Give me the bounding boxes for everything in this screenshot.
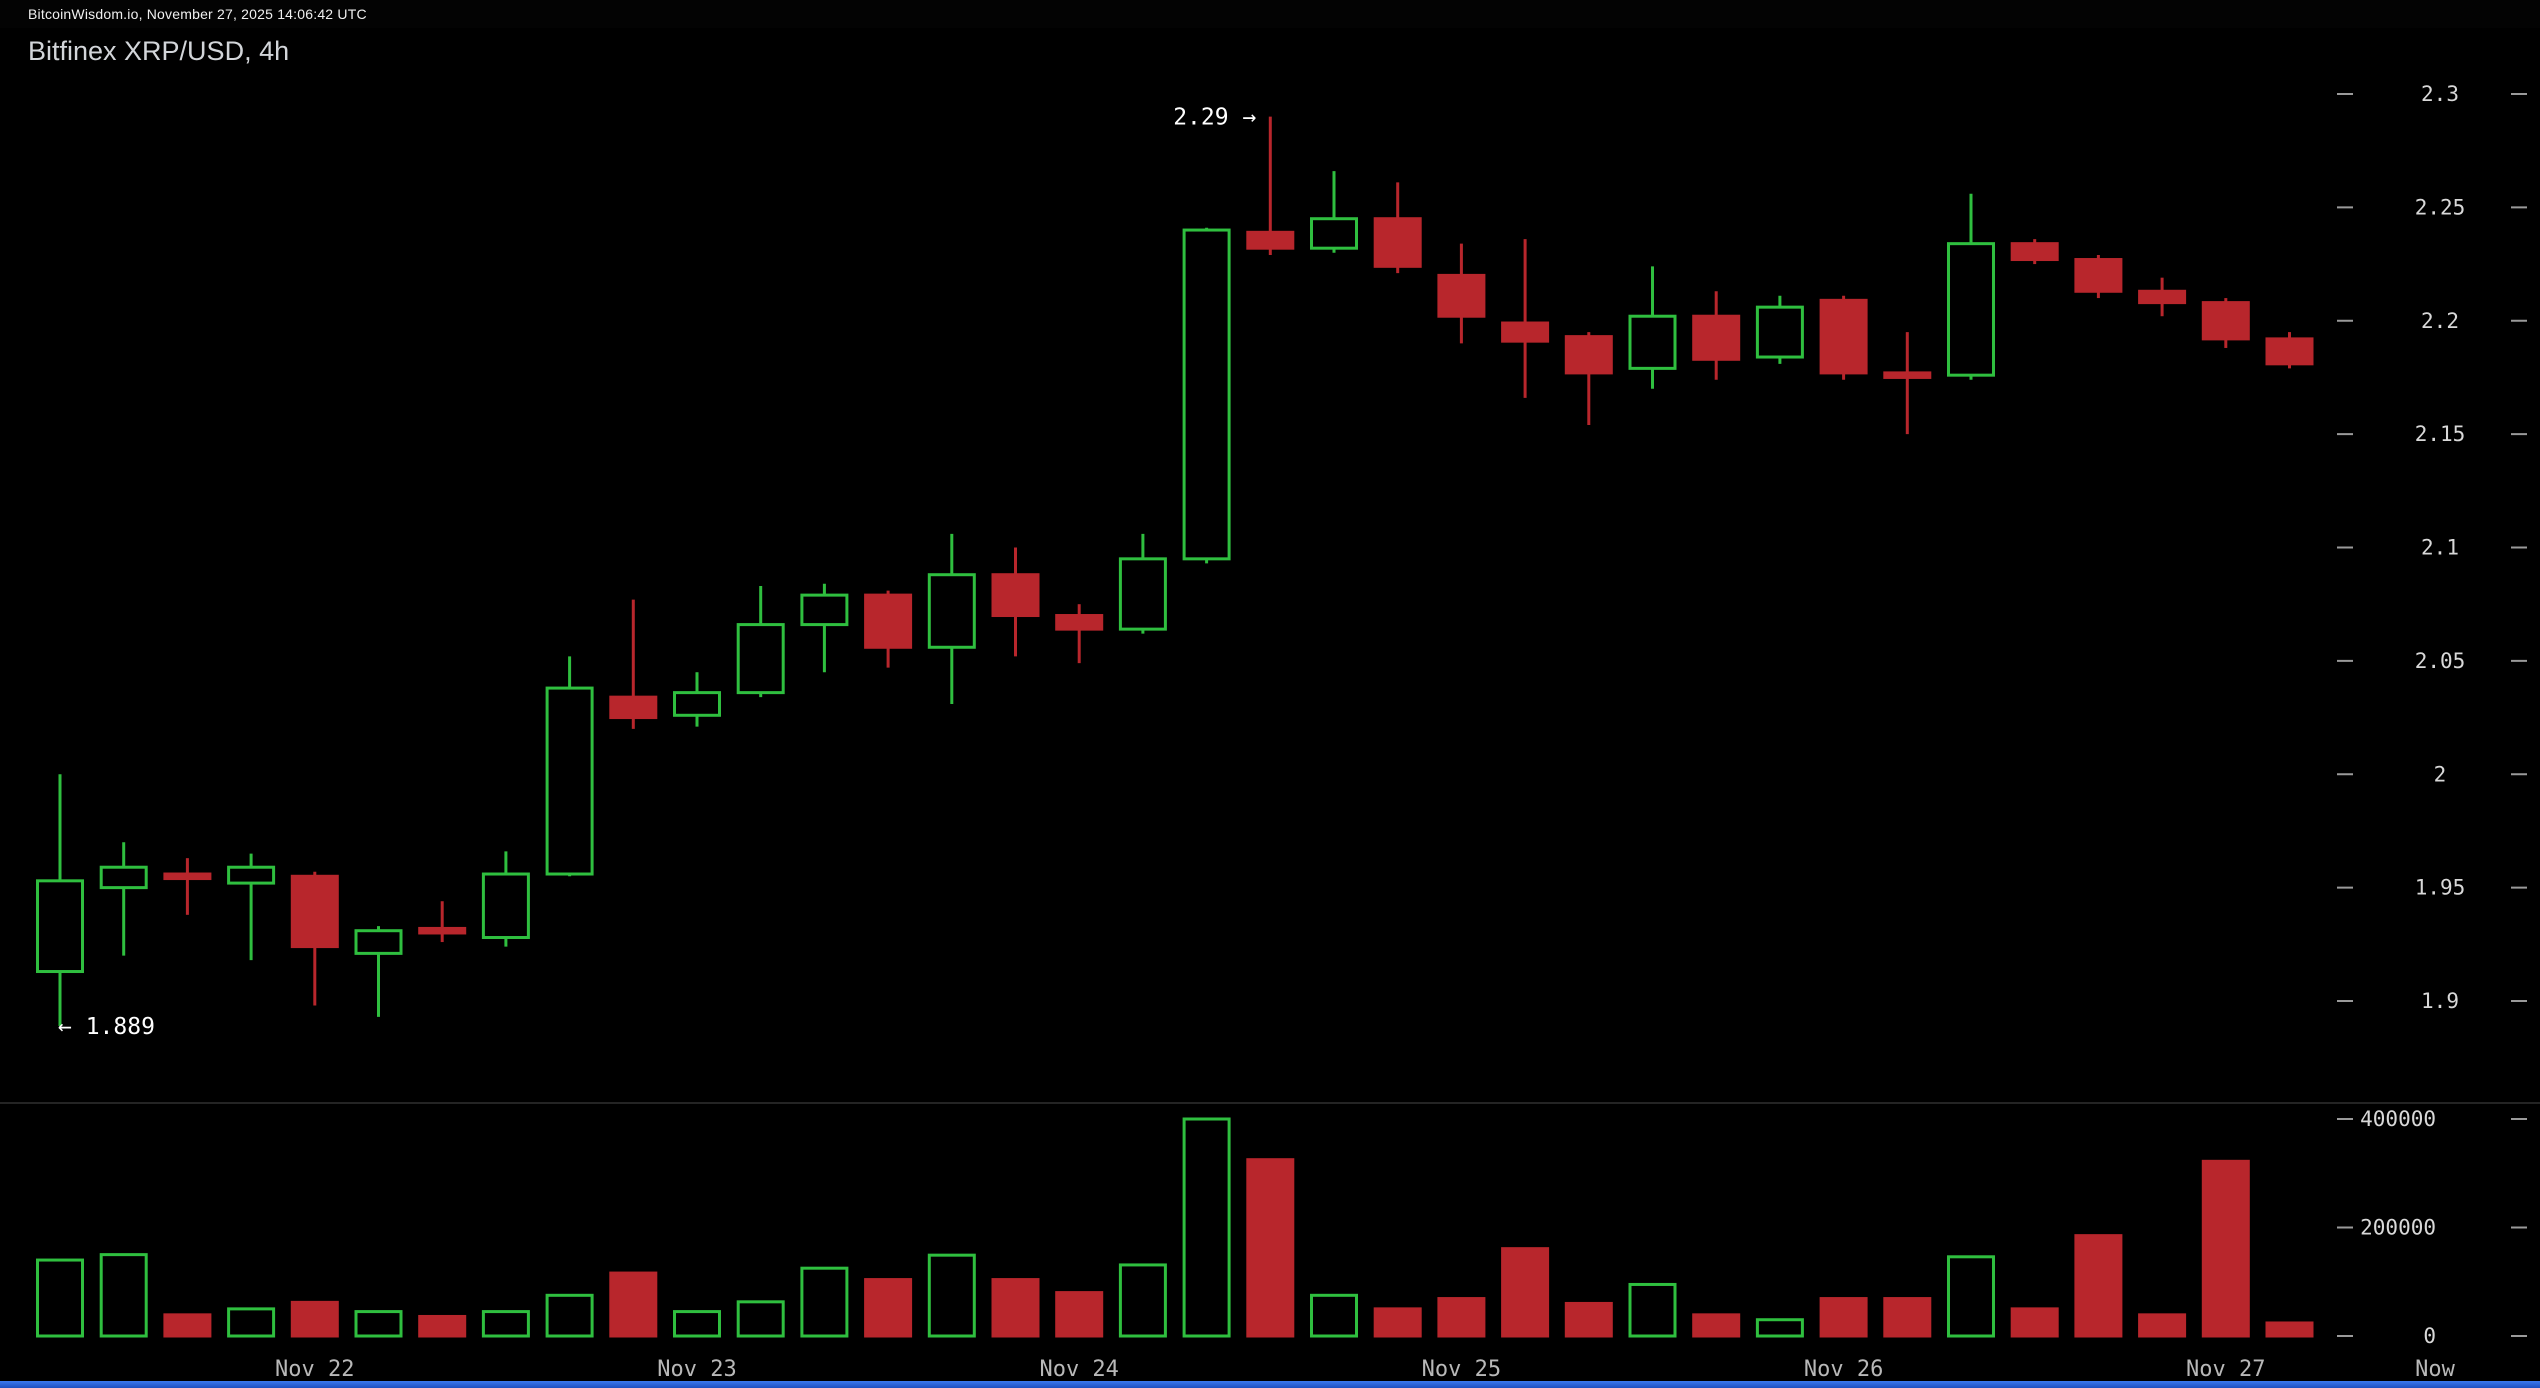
candle-body-bearish [1501,321,1550,343]
candle-body-bearish [1373,217,1422,268]
x-axis-day-label: Nov 24 [1039,1357,1118,1382]
volume-bar-bearish [2074,1234,2123,1338]
candle-body-bearish [1564,335,1613,375]
candle-body-bearish [2138,289,2187,305]
candle-body-bullish [1118,557,1167,631]
candle-body-bullish [481,872,530,940]
candle-body-bullish [227,865,276,885]
volume-bar-bearish [418,1314,467,1338]
volume-bar-bearish [864,1278,913,1338]
candle-body-bullish [36,879,84,974]
volume-bar-bearish [991,1278,1040,1338]
price-axis-label: 2 [2434,762,2447,786]
volume-bar-bearish [609,1271,658,1338]
volume-bar-bullish [1310,1293,1358,1338]
candle-body-bearish [163,872,212,881]
volume-bar-bullish [545,1293,594,1338]
volume-bar-bearish [1692,1313,1741,1338]
volume-bar-bearish [1819,1297,1868,1338]
volume-bar-bullish [1118,1263,1167,1338]
x-axis-day-label: Nov 27 [2186,1357,2265,1382]
volume-bar-bullish [1628,1282,1677,1338]
candle-body-bearish [1437,273,1486,318]
price-axis-label: 2.25 [2415,195,2466,219]
volume-bar-bullish [673,1310,721,1338]
volume-bar-bullish [1947,1255,1995,1338]
volume-bar-bearish [1246,1158,1295,1338]
volume-bar-bullish [927,1253,976,1338]
status-bar: BitcoinWisdom.io, November 27, 2025 14:0… [0,0,2540,28]
volume-axis-label: 0 [2423,1324,2436,1348]
price-axis-label: 1.95 [2415,876,2466,900]
price-axis-label: 2.05 [2415,649,2466,673]
candle-body-bullish [1947,242,1995,377]
price-axis-label: 2.2 [2421,309,2459,333]
candle-body-bearish [991,573,1040,618]
volume-axis-label: 400000 [2360,1107,2436,1131]
high-price-marker: 2.29 → [1173,105,1256,131]
candle-body-bullish [1310,217,1358,250]
price-axis-label: 1.9 [2421,989,2459,1013]
volume-bar-bearish [2265,1321,2314,1338]
volume-axis-label: 200000 [2360,1216,2436,1240]
candle-body-bearish [2074,258,2123,293]
price-axis-label: 2.1 [2421,536,2459,560]
candle-body-bearish [290,874,339,949]
volume-bar-bearish [2010,1307,2059,1338]
volume-bar-bearish [1373,1307,1422,1338]
status-text: BitcoinWisdom.io, November 27, 2025 14:0… [28,6,367,22]
volume-bar-bearish [1437,1297,1486,1338]
price-axis-label: 2.15 [2415,422,2466,446]
candle-body-bullish [545,686,594,876]
volume-bar-bullish [99,1253,148,1338]
candle-body-bearish [609,695,658,720]
candle-body-bearish [1055,614,1104,631]
x-axis-now-label: Now [2415,1357,2455,1382]
volume-bar-bullish [800,1266,849,1338]
volume-bar-bearish [2138,1313,2187,1338]
candle-body-bullish [1628,314,1677,370]
candle-body-bearish [418,926,467,935]
candle-body-bearish [1819,298,1868,375]
volume-bar-bullish [1182,1117,1231,1338]
candle-body-bearish [2010,242,2059,262]
price-axis-label: 2.3 [2421,82,2459,106]
volume-bar-bullish [1755,1318,1804,1338]
candle-body-bullish [1182,228,1231,561]
volume-bar-bearish [1564,1301,1613,1338]
volume-bar-bearish [2201,1159,2250,1338]
bottom-scrollbar[interactable] [0,1381,2540,1388]
candle-body-bearish [864,593,913,649]
candle-body-bullish [354,929,403,955]
x-axis-day-label: Nov 25 [1422,1357,1501,1382]
volume-bar-bearish [163,1313,212,1338]
volume-bar-bullish [36,1258,84,1338]
candle-body-bearish [1883,371,1932,379]
candle-body-bullish [736,623,785,695]
volume-bar-bullish [354,1310,403,1338]
x-axis-day-label: Nov 26 [1804,1357,1883,1382]
candle-body-bearish [1246,230,1295,250]
x-axis-day-label: Nov 22 [275,1357,354,1382]
candle-body-bullish [1755,305,1804,359]
candle-body-bullish [673,691,721,717]
x-axis-day-label: Nov 23 [657,1357,736,1382]
low-price-marker: ← 1.889 [58,1014,155,1040]
candle-body-bearish [2265,337,2314,366]
candle-body-bearish [2201,301,2250,341]
volume-bar-bearish [1501,1247,1550,1338]
candle-body-bearish [1692,314,1741,361]
volume-bar-bullish [227,1307,276,1338]
volume-bar-bearish [1883,1297,1932,1338]
volume-bar-bullish [481,1310,530,1338]
candle-body-bullish [800,593,849,627]
candle-body-bullish [927,573,976,649]
candle-body-bullish [99,865,148,890]
page-title: Bitfinex XRP/USD, 4h [28,36,290,66]
volume-bar-bullish [736,1300,785,1338]
volume-bar-bearish [290,1300,339,1338]
volume-bar-bearish [1055,1291,1104,1338]
